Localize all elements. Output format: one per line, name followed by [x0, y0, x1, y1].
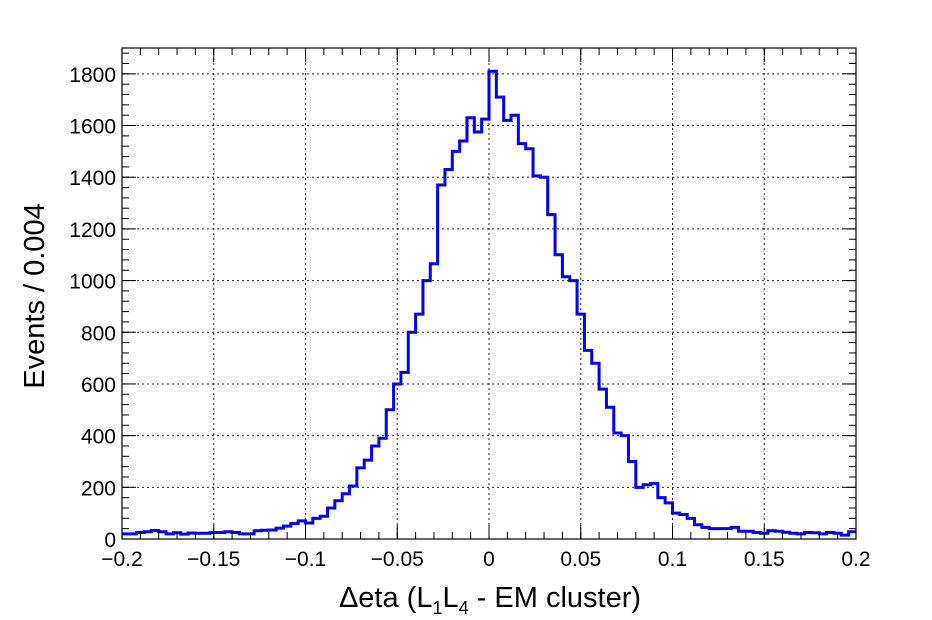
x-tick-label: −0.05: [371, 548, 424, 571]
x-tick-label: −0.1: [285, 548, 326, 571]
x-axis-title-part: L: [442, 582, 458, 614]
x-axis-title-part: Δeta (L: [339, 582, 433, 614]
x-tick-label: −0.2: [101, 548, 142, 571]
x-tick-label: 0.2: [841, 548, 870, 571]
x-tick-label: −0.15: [187, 548, 240, 571]
y-tick-label: 200: [81, 477, 116, 500]
y-axis-title: Events / 0.004: [19, 203, 51, 388]
y-tick-label: 800: [81, 322, 116, 345]
y-tick-label: 600: [81, 374, 116, 397]
x-axis-title-subscript: 4: [459, 598, 469, 618]
y-tick-label: 0: [104, 529, 116, 552]
grid-lines: [122, 48, 856, 539]
x-tick-label: 0.05: [560, 548, 601, 571]
y-tick-label: 1400: [69, 167, 116, 190]
axis-ticks: [121, 48, 857, 540]
x-tick-label: 0.15: [744, 548, 785, 571]
x-axis-title-subscript: 1: [432, 598, 442, 618]
y-tick-label: 1800: [69, 64, 116, 87]
y-tick-label: 1200: [69, 219, 116, 242]
histogram-series-line: [122, 69, 856, 537]
y-tick-label: 400: [81, 426, 116, 449]
y-tick-label: 1000: [69, 271, 116, 294]
x-tick-label: 0: [483, 548, 495, 571]
x-tick-label: 0.1: [658, 548, 687, 571]
x-axis-title-part: - EM cluster): [469, 582, 641, 614]
y-tick-label: 1600: [69, 116, 116, 139]
x-axis-title: Δeta (L1L4 - EM cluster): [339, 582, 641, 618]
tick-labels: −0.2 −0.15 −0.1 −0.05 0 0.05 0.1 0.15 0.2 0 200 400…: [69, 64, 870, 571]
